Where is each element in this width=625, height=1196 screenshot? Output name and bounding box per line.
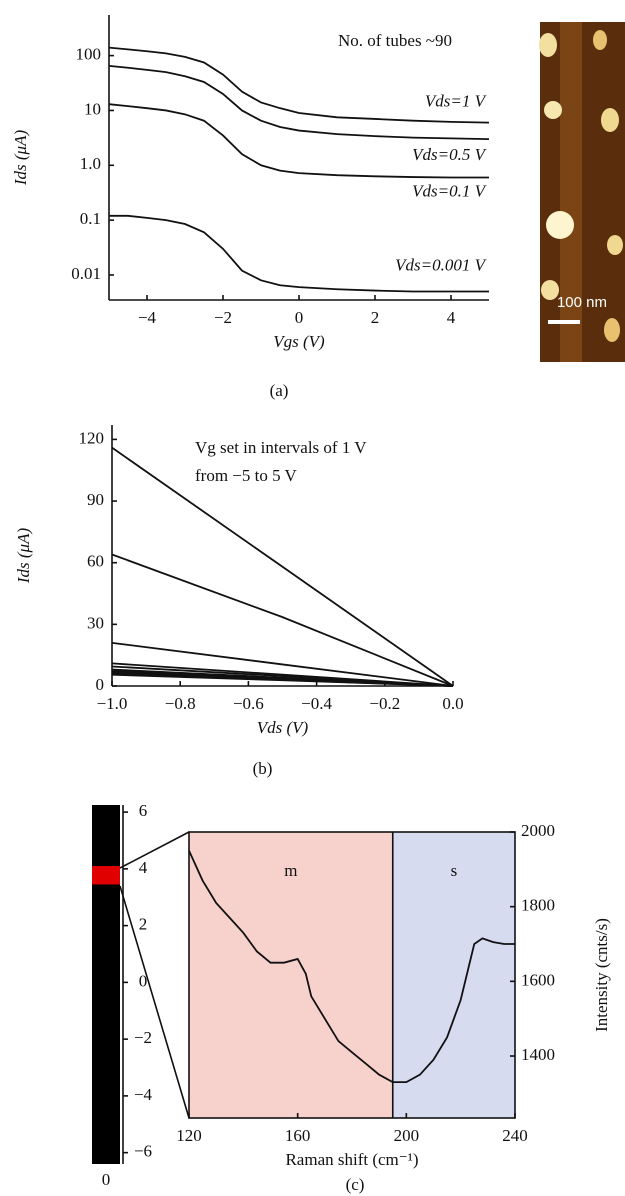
y-tick-label: 60 <box>87 552 104 571</box>
x-tick-label: 200 <box>394 1126 420 1145</box>
x-tick-label: 120 <box>176 1126 202 1145</box>
figure: 100 nm 0.01 0.1 1.0 10 100 −4 −2 0 2 4 Vds=1 V Vds=… <box>0 0 625 1196</box>
x-tick-label: −0.4 <box>301 694 332 713</box>
x-tick-label: −1.0 <box>97 694 128 713</box>
y-tick-label: 0 <box>139 971 148 990</box>
y-tick-label: 1800 <box>521 896 555 915</box>
y-tick-label: −6 <box>134 1142 152 1161</box>
afm-particle <box>544 101 562 119</box>
y-tick-label: 6 <box>139 801 148 820</box>
x-tick-label: 0 <box>295 308 304 327</box>
y-tick-label: 0.1 <box>80 209 101 228</box>
series-label: Vds=0.001 V <box>395 255 487 274</box>
y-axis-label: Intensity (cnts/s) <box>592 918 611 1032</box>
x-tick-label: −0.6 <box>233 694 264 713</box>
y-tick-label: −4 <box>134 1085 153 1104</box>
afm-particle <box>539 33 557 57</box>
x-tick-label: 0.0 <box>442 694 463 713</box>
x-axis-label: Raman shift (cm⁻¹) <box>285 1150 418 1169</box>
annotation: Vg set in intervals of 1 V <box>195 438 367 457</box>
y-tick-label: 4 <box>139 858 148 877</box>
x-axis-label: Vgs (V) <box>273 332 325 351</box>
y-tick-label: 0.01 <box>71 264 101 283</box>
y-tick-label: 1.0 <box>80 154 101 173</box>
x-tick-label: −0.2 <box>369 694 400 713</box>
caption: (c) <box>346 1175 365 1194</box>
x-tick-label: −0.8 <box>165 694 196 713</box>
region-label: m <box>284 861 297 880</box>
y-axis-label: Ids (μA) <box>14 528 33 585</box>
x-tick-label: 4 <box>447 308 456 327</box>
annotation: from −5 to 5 V <box>195 466 298 485</box>
y-tick-label: 1600 <box>521 970 555 989</box>
y-tick-label: 1400 <box>521 1045 555 1064</box>
y-tick-label: 0 <box>96 675 105 694</box>
y-tick-label: 30 <box>87 613 104 632</box>
y-axis-label: Ids (μA) <box>11 130 30 187</box>
y-tick-label: 2000 <box>521 821 555 840</box>
series-label: Vds=1 V <box>425 92 488 111</box>
caption: (a) <box>270 381 289 400</box>
x-tick-label: −4 <box>138 308 157 327</box>
afm-particle <box>601 108 619 132</box>
afm-particle <box>546 211 574 239</box>
series-label: Vds=0.1 V <box>412 181 487 200</box>
x-tick-label: −2 <box>214 308 232 327</box>
region-label: s <box>451 861 458 880</box>
scale-label: 100 nm <box>557 294 607 311</box>
afm-particle <box>607 235 623 255</box>
y-tick-label: −2 <box>134 1028 152 1047</box>
strip-highlight <box>92 866 120 884</box>
caption: (b) <box>253 759 273 778</box>
afm-background <box>540 22 625 362</box>
series-label: Vds=0.5 V <box>412 145 487 164</box>
x-tick-label: 240 <box>502 1126 528 1145</box>
y-tick-label: 10 <box>84 99 101 118</box>
afm-particle <box>593 30 607 50</box>
y-tick-label: 100 <box>76 45 102 64</box>
y-tick-label: 2 <box>139 915 148 934</box>
x-tick-label: 2 <box>371 308 380 327</box>
afm-image: 100 nm <box>539 22 625 362</box>
strip-body <box>92 805 120 1164</box>
y-tick-label: 90 <box>87 490 104 509</box>
x-tick-label: 160 <box>285 1126 311 1145</box>
annotation: No. of tubes ~90 <box>338 31 452 50</box>
afm-particle <box>604 318 620 342</box>
x-axis-label: Vds (V) <box>257 718 309 737</box>
afm-stripe <box>560 22 582 362</box>
y-tick-label: 120 <box>79 428 105 447</box>
x-tick-label: 0 <box>102 1170 111 1189</box>
